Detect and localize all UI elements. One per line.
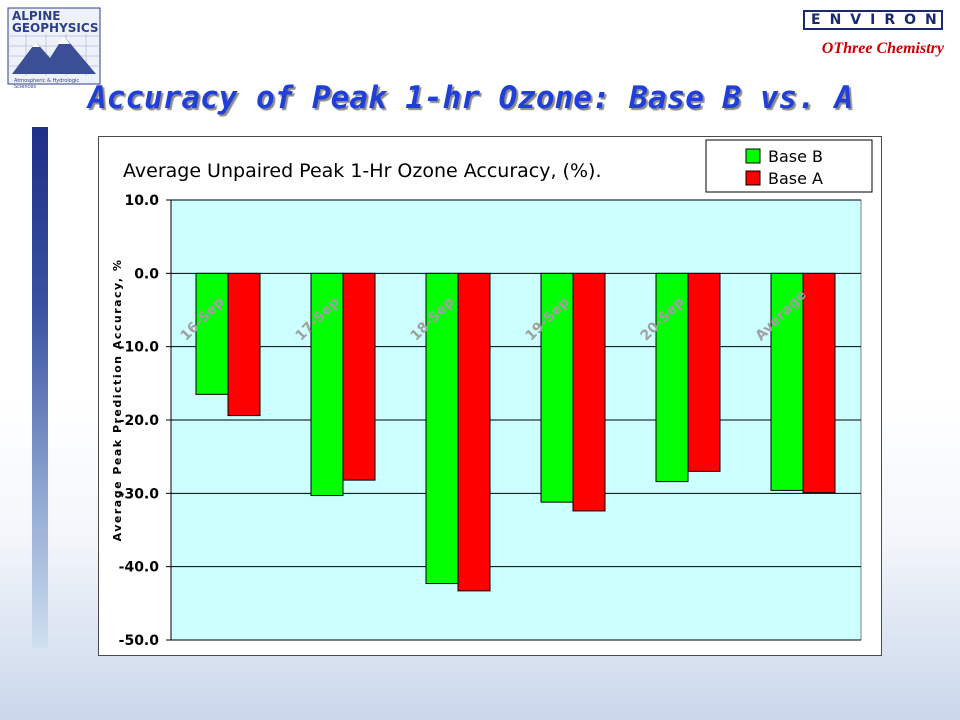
bar-base-b <box>655 272 689 483</box>
legend-label: Base B <box>768 147 823 166</box>
y-tick-label: 0.0 <box>134 266 159 282</box>
bar-base-a <box>227 272 261 417</box>
bar-base-a <box>342 272 376 481</box>
logo-tagline: Atmospheric & Hydrologic Sciences <box>14 78 80 90</box>
logo-line2: GEOPHYSICS <box>12 21 99 35</box>
y-tick-label: 10.0 <box>124 193 159 209</box>
y-tick-label: -20.0 <box>119 413 160 429</box>
plot-area: 10.0 0.0 -10.0 -20.0 -30.0 -40.0 -50.0 Average … <box>111 193 862 649</box>
bar-base-b <box>425 272 459 585</box>
legend-swatch <box>745 148 761 164</box>
logo-line1: ALPINE <box>12 9 61 23</box>
y-tick-label: -40.0 <box>119 560 160 576</box>
othree-chemistry-label: OThree Chemistry <box>821 40 944 57</box>
y-tick-label: -10.0 <box>119 340 160 356</box>
y-axis-title: Average Peak Prediction Accuracy, % <box>111 259 124 542</box>
legend-label: Base A <box>768 169 823 188</box>
bar-base-b <box>195 272 229 395</box>
decorative-side-bar <box>32 127 48 648</box>
bar-base-b <box>540 272 574 503</box>
legend-box <box>705 139 873 193</box>
chart-container: Average Unpaired Peak 1-Hr Ozone Accurac… <box>98 136 882 656</box>
bar-base-a <box>572 272 606 512</box>
bar-base-a <box>457 272 491 592</box>
bar-base-b <box>770 272 804 491</box>
mountain-logo-icon <box>7 7 101 85</box>
y-tick-label: -30.0 <box>119 486 160 502</box>
bar-base-a <box>802 272 836 494</box>
environ-logo: ENVIRON <box>803 10 943 30</box>
bar-base-a <box>687 272 721 472</box>
chart-legend: Base B Base A <box>705 139 873 193</box>
slide-title: Accuracy of Peak 1-hr Ozone: Base B vs. … <box>88 80 854 116</box>
bar-base-b <box>310 272 344 497</box>
y-tick-label: -50.0 <box>119 633 160 649</box>
alpine-geophysics-logo: ALPINE GEOPHYSICS Atmospheric & Hydrolog… <box>6 6 102 90</box>
chart-title: Average Unpaired Peak 1-Hr Ozone Accurac… <box>123 160 601 182</box>
legend-swatch <box>745 170 761 186</box>
bar-chart: Average Unpaired Peak 1-Hr Ozone Accurac… <box>111 139 873 649</box>
logo-wordmark: ALPINE GEOPHYSICS <box>12 10 99 34</box>
